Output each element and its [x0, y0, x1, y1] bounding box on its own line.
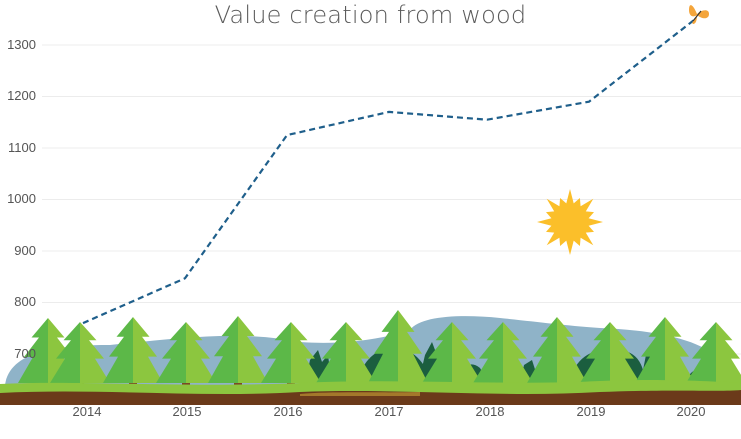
x-tick-label: 2016	[273, 404, 303, 419]
ground	[0, 380, 741, 405]
y-tick-label: 1200	[7, 88, 36, 103]
chart-title: Value creation from wood	[214, 1, 527, 29]
y-tick-label: 1300	[7, 37, 36, 52]
data-line	[82, 18, 696, 325]
y-tick-label: 900	[14, 243, 36, 258]
butterfly-icon	[689, 5, 709, 24]
sun-icon	[537, 189, 603, 255]
gridlines	[42, 44, 741, 355]
y-tick-label: 800	[14, 294, 36, 309]
x-tick-label: 2019	[576, 404, 606, 419]
x-tick-label: 2020	[676, 404, 706, 419]
y-tick-label: 1000	[7, 191, 36, 206]
pine-trees	[18, 310, 741, 390]
x-tick-label: 2017	[374, 404, 404, 419]
y-tick-label: 700	[14, 346, 36, 361]
y-tick-label: 1100	[8, 140, 36, 155]
x-tick-label: 2014	[72, 404, 102, 419]
x-tick-label: 2015	[172, 404, 202, 419]
x-tick-label: 2018	[475, 404, 505, 419]
